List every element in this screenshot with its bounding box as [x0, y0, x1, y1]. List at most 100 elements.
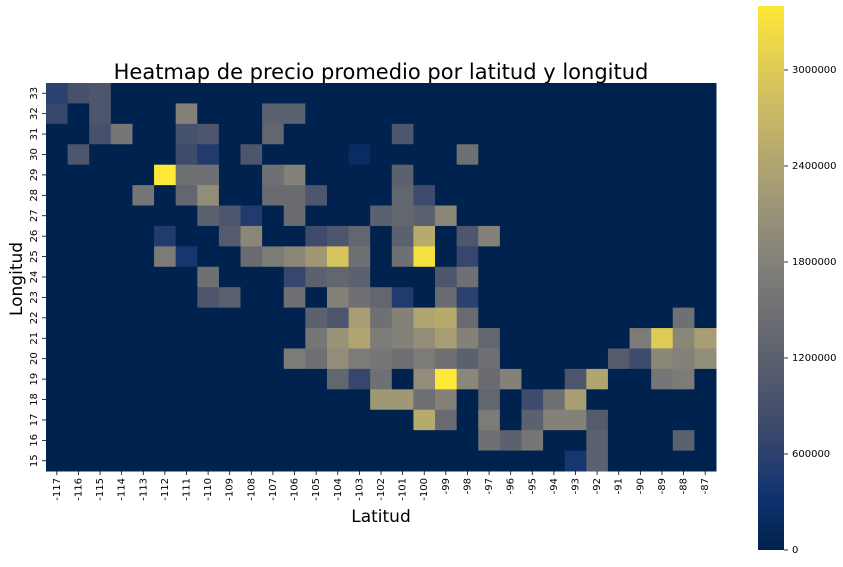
heatmap-cell — [586, 348, 609, 370]
heatmap-cell — [478, 225, 501, 247]
heatmap-cell — [391, 185, 414, 207]
heatmap-cell — [694, 287, 717, 309]
heatmap-cell — [499, 328, 522, 349]
heatmap-cell — [456, 328, 479, 349]
heatmap-cell — [564, 348, 587, 370]
heatmap-cell — [694, 328, 717, 349]
heatmap-cell — [218, 225, 242, 247]
heatmap-cell — [110, 307, 133, 329]
x-tick-label: -114 — [117, 478, 128, 501]
heatmap-cell — [218, 409, 242, 431]
heatmap-cell — [197, 185, 220, 207]
heatmap-cell — [694, 450, 717, 472]
heatmap-cell — [435, 389, 458, 411]
heatmap-cell — [154, 348, 177, 370]
heatmap-cell — [305, 123, 328, 145]
heatmap-cell — [651, 144, 674, 166]
heatmap-cell — [175, 328, 198, 349]
heatmap-cell — [240, 83, 263, 104]
heatmap-cell — [391, 144, 414, 166]
heatmap-cell — [651, 348, 674, 370]
x-tick-label: -113 — [138, 478, 149, 501]
heatmap-cell — [499, 348, 522, 370]
heatmap-cell — [543, 185, 566, 207]
heatmap-cell — [132, 287, 155, 309]
heatmap-cell — [326, 348, 350, 370]
heatmap-cell — [694, 103, 717, 125]
heatmap-cell — [348, 83, 371, 104]
heatmap-cell — [607, 430, 631, 452]
heatmap-cell — [629, 307, 652, 329]
heatmap-cell — [435, 348, 458, 370]
heatmap-cell — [456, 83, 479, 104]
heatmap-cell — [305, 266, 328, 288]
heatmap-cell — [435, 205, 458, 227]
heatmap-cell — [586, 368, 609, 390]
heatmap-cell — [651, 430, 674, 452]
heatmap-cell — [348, 348, 371, 370]
heatmap-cell — [262, 287, 285, 309]
heatmap-cell — [67, 205, 90, 227]
heatmap-cell — [89, 307, 112, 329]
heatmap-cell — [218, 287, 242, 309]
heatmap-cell — [197, 307, 220, 329]
heatmap-cell — [413, 266, 436, 288]
heatmap-cell — [413, 409, 436, 431]
x-tick-label: -87 — [700, 478, 711, 494]
heatmap-cell — [521, 389, 544, 411]
heatmap-cell — [326, 368, 350, 390]
heatmap-cell — [348, 164, 371, 186]
heatmap-cell — [67, 185, 90, 207]
heatmap-cell — [154, 328, 177, 349]
heatmap-cell — [89, 185, 112, 207]
heatmap-cell — [348, 287, 371, 309]
heatmap-cell — [391, 225, 414, 247]
heatmap-cell — [67, 348, 90, 370]
heatmap-cell — [586, 103, 609, 125]
heatmap-cell — [694, 164, 717, 186]
heatmap-cell — [521, 246, 544, 268]
heatmap-cell — [197, 368, 220, 390]
heatmap-cell — [305, 246, 328, 268]
colorbar — [758, 6, 784, 550]
heatmap-cell — [564, 368, 587, 390]
y-tick-label: 15 — [29, 454, 40, 467]
y-tick-label: 23 — [29, 291, 40, 304]
heatmap-cell — [305, 450, 328, 472]
colorbar-tick-label: 3000000 — [792, 65, 837, 76]
heatmap-cell — [499, 164, 522, 186]
heatmap-cell — [499, 185, 522, 207]
heatmap-cell — [370, 246, 393, 268]
heatmap-cell — [370, 368, 393, 390]
heatmap-cell — [672, 409, 695, 431]
x-tick-label: -96 — [506, 478, 517, 494]
heatmap-cell — [543, 307, 566, 329]
heatmap-cell — [67, 389, 90, 411]
x-tick-label: -89 — [657, 478, 668, 494]
heatmap-cell — [672, 266, 695, 288]
heatmap-cell — [348, 103, 371, 125]
heatmap-cell — [262, 164, 285, 186]
heatmap-cell — [305, 368, 328, 390]
heatmap-cell — [46, 348, 69, 370]
heatmap-cell — [348, 328, 371, 349]
heatmap-cell — [197, 287, 220, 309]
colorbar-tick-label: 1800000 — [792, 257, 837, 268]
y-tick-label: 33 — [29, 87, 40, 100]
y-tick-label: 27 — [29, 209, 40, 222]
heatmap-cell — [564, 83, 587, 104]
heatmap-cell — [521, 164, 544, 186]
heatmap-cell — [154, 266, 177, 288]
heatmap-cell — [586, 246, 609, 268]
y-tick-label: 20 — [29, 352, 40, 365]
heatmap-cell — [283, 450, 306, 472]
heatmap-cell — [132, 368, 155, 390]
heatmap-cell — [543, 430, 566, 452]
x-tick-label: -112 — [160, 478, 171, 501]
heatmap-cell — [435, 185, 458, 207]
heatmap-cell — [456, 368, 479, 390]
heatmap-cell — [240, 164, 263, 186]
heatmap-cell — [435, 307, 458, 329]
heatmap-cell — [132, 430, 155, 452]
heatmap-cell — [391, 266, 414, 288]
